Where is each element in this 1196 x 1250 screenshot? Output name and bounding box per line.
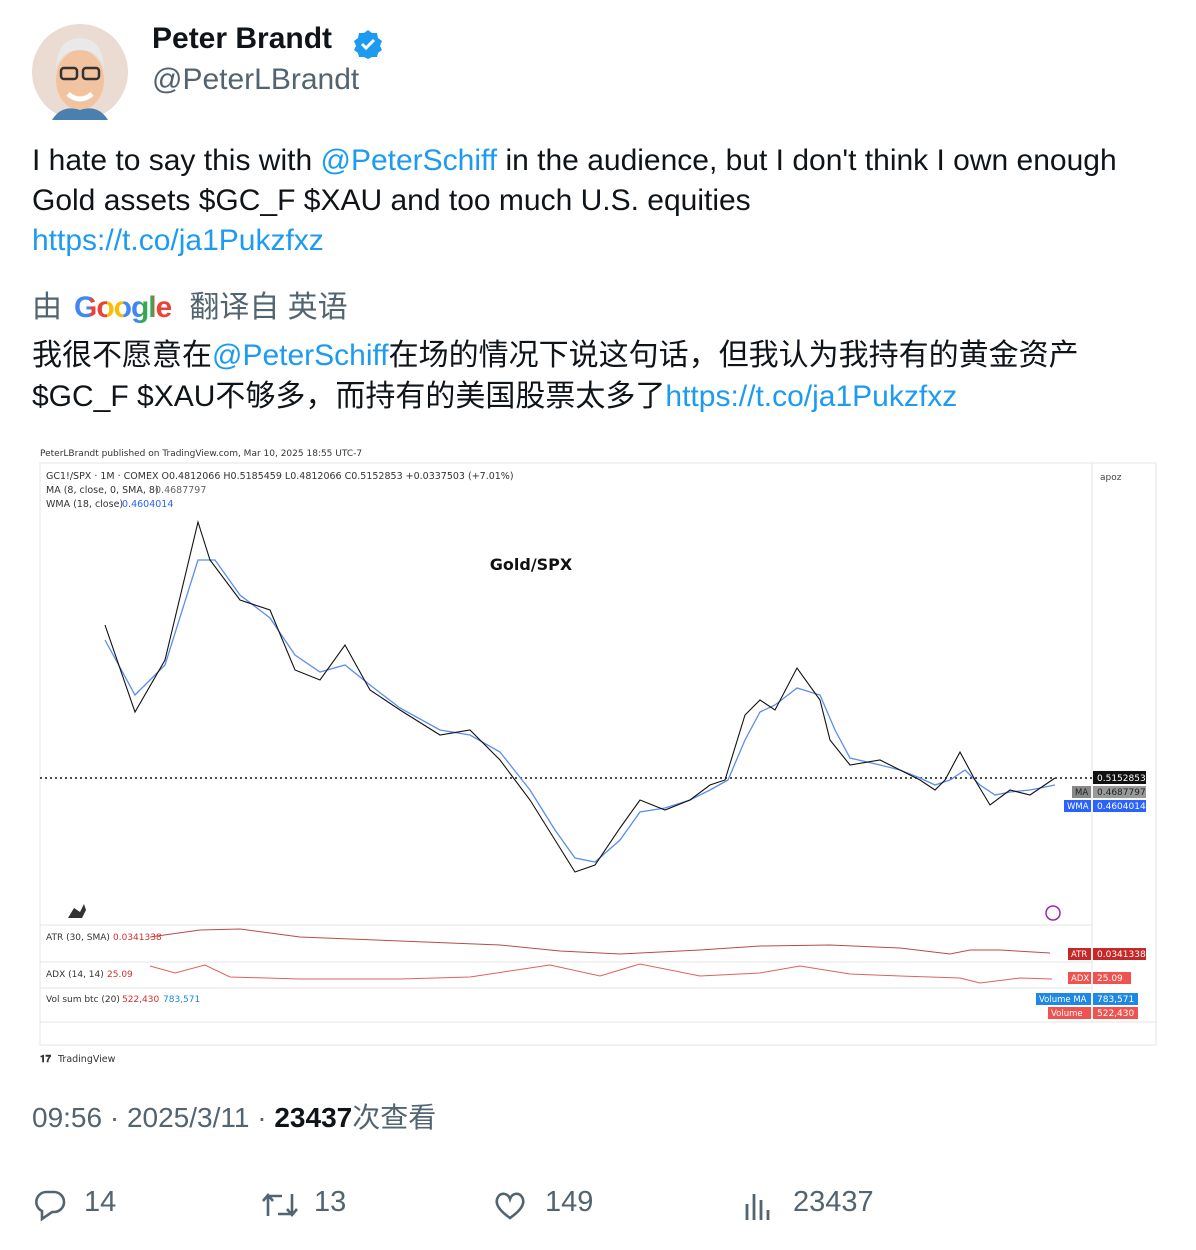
flash-icon[interactable] <box>1045 905 1061 921</box>
views-icon[interactable] <box>743 1188 775 1222</box>
reply-count[interactable]: 14 <box>84 1186 117 1218</box>
link[interactable]: https://t.co/ja1Pukzfxz <box>32 224 324 257</box>
text: 我很不愿意在 <box>32 339 212 372</box>
mention[interactable]: @PeterSchiff <box>212 339 389 372</box>
vol-label: Vol sum btc (20) <box>46 995 120 1005</box>
published: PeterLBrandt published on TradingView.co… <box>40 449 362 459</box>
adx-tag-value: 25.09 <box>1097 974 1123 984</box>
adx-label: ADX (14, 14) <box>46 970 104 980</box>
time[interactable]: 09:56 <box>32 1102 103 1133</box>
vol-tag: Volume <box>1051 1009 1083 1019</box>
text: I hate to say this with <box>32 144 321 177</box>
text: in the audience, but I don't think I own… <box>32 144 1117 217</box>
separator: · <box>109 1102 120 1133</box>
adx-curve <box>149 963 1053 984</box>
author-handle[interactable]: @PeterLBrandt <box>152 63 360 96</box>
atr-tag: ATR <box>1071 950 1087 960</box>
brand: TradingView <box>57 1054 116 1065</box>
adx-tag: ADX <box>1071 974 1089 984</box>
text: 在场的情况下说这句话，但我认为我持有的黄金资产 $GC_F $XAU不够多，而持… <box>32 339 1079 413</box>
verified-badge <box>354 30 382 59</box>
translated-text: 我很不愿意在@PeterSchiff在场的情况下说这句话，但我认为我持有的黄金资… <box>32 335 1172 417</box>
google: Google <box>74 291 172 324</box>
link[interactable]: https://t.co/ja1Pukzfxz <box>665 380 958 413</box>
wma-curve <box>104 559 1056 863</box>
symbol-line: GC1!/SPX · 1M · COMEX O0.4812066 H0.5185… <box>46 471 514 482</box>
tweet-text: I hate to say this with @PeterSchiff in … <box>32 141 1172 261</box>
ma-tag-value: 0.4687797 <box>1097 788 1146 798</box>
atr-tag-value: 0.0341338 <box>1097 950 1146 960</box>
translation-note: 由 Google 翻译自 英语 <box>32 288 348 328</box>
tweet-meta: 09:56 · 2025/3/11 · 23437次查看 <box>32 1096 436 1136</box>
retweet-count[interactable]: 13 <box>314 1186 347 1218</box>
views-label: 次查看 <box>352 1102 437 1133</box>
like-count[interactable]: 149 <box>545 1186 594 1218</box>
atr-label: ATR (30, SMA) <box>46 933 110 943</box>
scale-label: apoz <box>1100 473 1122 483</box>
atr-value: 0.0341338 <box>113 933 162 943</box>
mention[interactable]: @PeterSchiff <box>320 144 498 177</box>
retweet-icon[interactable] <box>260 1188 300 1222</box>
brand-mark: 𝟏𝟕 <box>40 1054 52 1065</box>
vol-ma-tag-value: 783,571 <box>1097 995 1134 1005</box>
price-tag: 0.5152853 <box>1097 774 1146 784</box>
adx-value: 25.09 <box>107 970 133 980</box>
views-count[interactable]: 23437 <box>793 1186 874 1218</box>
ma-tag: MA <box>1075 788 1088 798</box>
avatar[interactable] <box>32 24 128 120</box>
ma-label: MA (8, close, 0, SMA, 8) <box>46 485 159 496</box>
like-icon[interactable] <box>493 1190 529 1222</box>
vol-value: 522,430 <box>122 995 159 1005</box>
ma-value: 0.4687797 <box>155 485 206 496</box>
views: 23437 <box>274 1102 353 1133</box>
author-name[interactable]: Peter Brandt <box>152 22 333 55</box>
vol-ma-value: 783,571 <box>163 995 200 1005</box>
wma-tag: WMA <box>1067 802 1089 812</box>
atr-curve <box>149 928 1051 955</box>
vol-ma-tag: Volume MA <box>1039 995 1087 1005</box>
wma-tag-value: 0.4604014 <box>1097 802 1146 812</box>
tv-logo-mark <box>68 904 86 918</box>
vol-tag-value: 522,430 <box>1097 1009 1134 1019</box>
by: 由 <box>32 291 62 324</box>
translated-from[interactable]: 翻译自 英语 <box>189 291 348 324</box>
separator: · <box>257 1102 267 1133</box>
chart-image[interactable]: PeterLBrandt published on TradingView.co… <box>38 440 1158 1072</box>
chart-title: Gold/SPX <box>490 555 573 574</box>
reply-icon[interactable] <box>32 1188 68 1222</box>
date[interactable]: 2025/3/11 <box>126 1102 250 1133</box>
wma-value: 0.4604014 <box>122 499 173 510</box>
price-curve <box>104 519 1056 873</box>
wma-label: WMA (18, close) <box>46 499 123 510</box>
